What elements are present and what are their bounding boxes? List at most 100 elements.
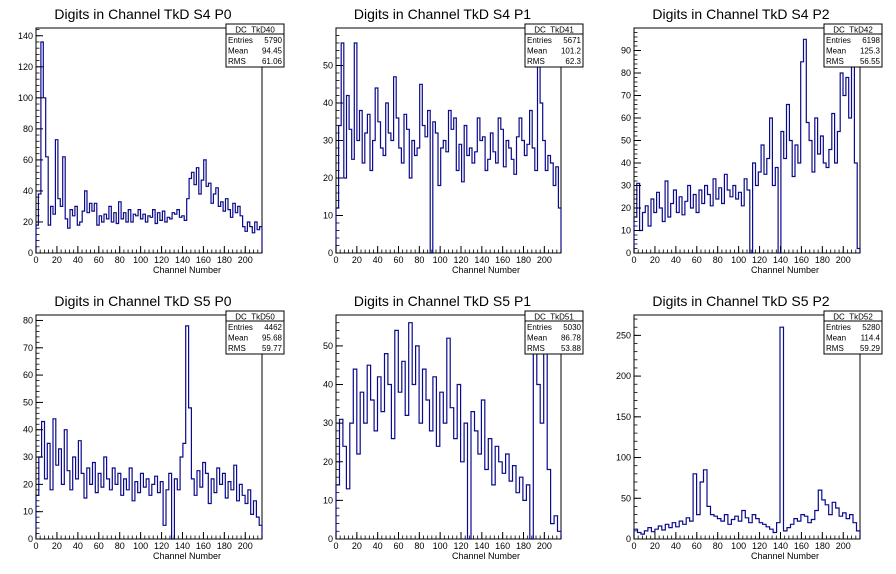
x-tick-label: 40 — [671, 541, 681, 551]
y-tick-label: 20 — [621, 203, 631, 213]
stats-value-entries: 4462 — [264, 323, 282, 332]
x-tick-label: 100 — [731, 541, 746, 551]
y-tick-label: 30 — [621, 181, 631, 191]
stats-value-mean: 125.3 — [860, 47, 881, 56]
y-tick-label: 80 — [23, 315, 33, 325]
y-tick-label: 0 — [28, 248, 33, 258]
stats-label-mean: Mean — [826, 47, 846, 56]
y-tick-label: 30 — [323, 418, 333, 428]
y-tick-label: 40 — [323, 98, 333, 108]
x-axis-label: Channel Number — [153, 551, 221, 561]
x-tick-label: 180 — [516, 541, 531, 551]
y-tick-label: 20 — [23, 217, 33, 227]
y-tick-label: 10 — [323, 495, 333, 505]
y-tick-label: 40 — [23, 186, 33, 196]
stats-value-mean: 101.2 — [561, 47, 582, 56]
x-tick-label: 200 — [238, 255, 253, 265]
y-tick-label: 50 — [621, 493, 631, 503]
stats-box — [823, 23, 883, 68]
stats-value-rms: 61.06 — [262, 57, 283, 66]
stats-label-rms: RMS — [527, 57, 545, 66]
x-tick-label: 20 — [352, 541, 362, 551]
x-tick-label: 60 — [94, 255, 104, 265]
x-tick-label: 120 — [154, 541, 169, 551]
x-tick-label: 0 — [333, 541, 338, 551]
stats-value-rms: 53.88 — [561, 344, 582, 353]
y-tick-label: 70 — [621, 91, 631, 101]
x-tick-label: 100 — [731, 255, 746, 265]
stats-label-rms: RMS — [826, 57, 844, 66]
x-tick-label: 120 — [453, 255, 468, 265]
x-tick-label: 120 — [154, 255, 169, 265]
y-tick-label: 20 — [323, 457, 333, 467]
y-tick-label: 0 — [328, 534, 333, 544]
x-tick-label: 80 — [115, 541, 125, 551]
stats-value-entries: 6198 — [862, 36, 880, 45]
y-tick-label: 50 — [23, 397, 33, 407]
x-axis-label: Channel Number — [452, 265, 520, 275]
x-tick-label: 180 — [815, 541, 830, 551]
x-tick-label: 140 — [474, 541, 489, 551]
y-tick-label: 70 — [23, 343, 33, 353]
x-tick-label: 20 — [52, 541, 62, 551]
x-tick-label: 20 — [650, 541, 660, 551]
stats-label-entries: Entries — [228, 36, 253, 45]
x-tick-label: 180 — [217, 541, 232, 551]
histogram-series — [35, 41, 263, 253]
stats-value-mean: 94.45 — [262, 47, 283, 56]
y-tick-label: 0 — [28, 534, 33, 544]
stats-box — [524, 23, 584, 68]
y-tick-label: 40 — [323, 380, 333, 390]
stats-name: DC_TkD41 — [534, 26, 574, 35]
y-tick-label: 10 — [323, 211, 333, 221]
stats-value-entries: 5030 — [563, 323, 581, 332]
stats-label-entries: Entries — [527, 323, 552, 332]
x-tick-label: 80 — [115, 255, 125, 265]
stats-value-mean: 86.78 — [561, 334, 582, 343]
x-tick-label: 80 — [414, 255, 424, 265]
chart-title: Digits in Channel TkD S5 P1 — [354, 293, 531, 309]
stats-value-entries: 5790 — [264, 36, 282, 45]
y-tick-label: 200 — [616, 371, 631, 381]
x-tick-label: 200 — [537, 255, 552, 265]
y-tick-label: 50 — [323, 341, 333, 351]
stats-name: DC_TkD42 — [833, 26, 873, 35]
stats-name: DC_TkD40 — [235, 26, 275, 35]
histogram-panel: Digits in Channel TkD S5 P1 0 10 20 30 40 50 0 2… — [323, 293, 584, 561]
y-tick-label: 0 — [328, 248, 333, 258]
stats-name: DC_TkD50 — [235, 313, 275, 322]
x-tick-label: 60 — [393, 255, 403, 265]
x-tick-label: 200 — [537, 541, 552, 551]
stats-label-entries: Entries — [826, 323, 851, 332]
x-tick-label: 0 — [33, 541, 38, 551]
y-tick-label: 250 — [616, 330, 631, 340]
x-tick-label: 180 — [815, 255, 830, 265]
y-tick-label: 60 — [23, 155, 33, 165]
y-tick-label: 100 — [18, 93, 33, 103]
stats-label-rms: RMS — [826, 344, 844, 353]
stats-label-rms: RMS — [228, 344, 246, 353]
x-tick-label: 60 — [393, 541, 403, 551]
x-tick-label: 60 — [94, 541, 104, 551]
histogram-panel: Digits in Channel TkD S4 P0 0 20 40 60 80 100 1… — [18, 6, 285, 275]
histogram-panel: Digits in Channel TkD S4 P1 0 10 20 30 40 50 0 2… — [323, 6, 584, 275]
x-axis-label: Channel Number — [452, 551, 520, 561]
x-tick-label: 0 — [333, 255, 338, 265]
x-tick-label: 120 — [752, 255, 767, 265]
stats-name: DC_TkD51 — [534, 313, 574, 322]
x-tick-label: 100 — [433, 255, 448, 265]
x-tick-label: 140 — [175, 255, 190, 265]
stats-value-rms: 62.3 — [565, 57, 581, 66]
x-tick-label: 40 — [73, 541, 83, 551]
stats-value-rms: 56.55 — [860, 57, 881, 66]
stats-label-mean: Mean — [826, 334, 846, 343]
chart-title: Digits in Channel TkD S4 P2 — [652, 6, 829, 22]
x-tick-label: 60 — [692, 541, 702, 551]
stats-label-mean: Mean — [228, 334, 248, 343]
x-tick-label: 120 — [453, 541, 468, 551]
stats-value-rms: 59.77 — [262, 344, 283, 353]
chart-title: Digits in Channel TkD S4 P1 — [354, 6, 531, 22]
histogram-series — [633, 326, 861, 539]
x-tick-label: 40 — [373, 541, 383, 551]
stats-value-mean: 114.4 — [861, 334, 881, 343]
